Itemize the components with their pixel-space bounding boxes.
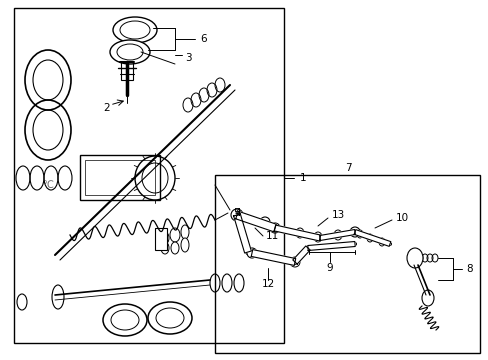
Ellipse shape (181, 225, 189, 239)
Ellipse shape (113, 17, 157, 43)
Text: 5: 5 (232, 208, 239, 218)
Bar (85, 160, 155, 195)
Text: 11: 11 (265, 231, 279, 241)
Ellipse shape (230, 209, 243, 221)
Ellipse shape (52, 285, 64, 309)
Ellipse shape (406, 248, 422, 268)
Bar (155, 228, 167, 250)
Text: 13: 13 (331, 210, 345, 220)
Polygon shape (319, 230, 355, 240)
Text: 2: 2 (103, 103, 110, 113)
Ellipse shape (181, 238, 189, 252)
Text: 4: 4 (234, 208, 240, 218)
Text: ℃: ℃ (42, 180, 53, 190)
Ellipse shape (120, 21, 150, 39)
Ellipse shape (161, 242, 169, 254)
Text: 8: 8 (465, 264, 472, 274)
Ellipse shape (161, 232, 169, 244)
Polygon shape (233, 214, 251, 253)
Polygon shape (307, 242, 354, 251)
Bar (14, 8, 284, 343)
Bar (80, 155, 160, 200)
Polygon shape (353, 230, 390, 246)
Ellipse shape (349, 227, 359, 237)
Text: 9: 9 (326, 263, 333, 273)
Polygon shape (251, 249, 295, 265)
Ellipse shape (110, 40, 150, 64)
Polygon shape (235, 211, 276, 232)
Text: 12: 12 (261, 279, 274, 289)
Bar (215, 175, 479, 353)
Ellipse shape (269, 223, 280, 233)
Text: 3: 3 (184, 53, 191, 63)
Ellipse shape (171, 242, 179, 254)
Ellipse shape (17, 294, 27, 310)
Ellipse shape (421, 290, 433, 306)
Polygon shape (274, 225, 320, 241)
Text: 1: 1 (299, 173, 306, 183)
Ellipse shape (117, 44, 142, 60)
Polygon shape (292, 246, 309, 264)
Text: 6: 6 (200, 34, 206, 44)
Bar (121, 62, 133, 80)
Text: 7: 7 (344, 163, 350, 173)
Ellipse shape (246, 248, 257, 258)
Text: 10: 10 (395, 213, 408, 223)
Ellipse shape (170, 228, 180, 242)
